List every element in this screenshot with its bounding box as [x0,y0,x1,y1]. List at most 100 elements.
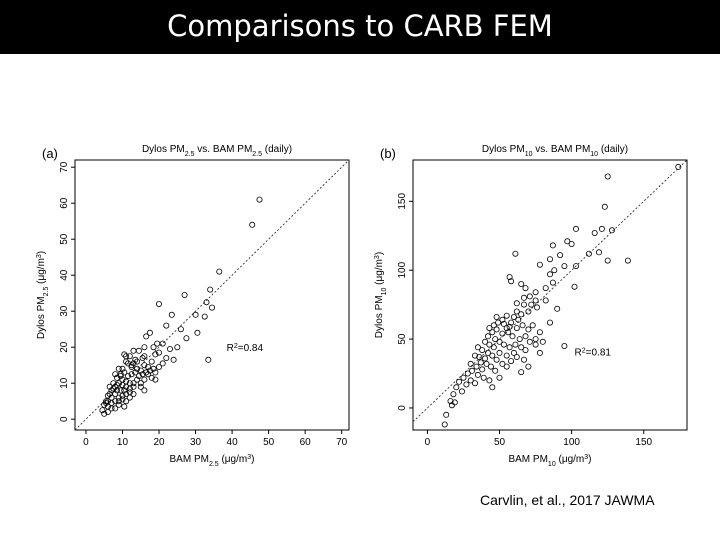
citation: Carvlin, et al., 2017 JAWMA [480,492,655,508]
data-point [585,250,592,257]
data-point [148,374,155,381]
x-tick-label: 50 [494,437,506,448]
data-point [477,359,484,366]
data-point [467,377,474,384]
data-point [108,387,115,394]
data-point [207,286,214,293]
scatter-chart-a: (a) Dylos PM2.5 vs. BAM PM2.5 (daily) 0 10 2… [36,144,350,468]
data-point [472,352,479,359]
data-point [522,285,529,292]
data-point [564,238,571,245]
data-point [479,347,486,354]
data-point [106,390,113,397]
data-point [145,363,152,370]
data-point [469,367,476,374]
data-point [536,349,543,356]
data-point [499,360,506,367]
data-point [546,271,553,278]
data-point [126,394,133,401]
data-point [503,363,510,370]
data-point [152,369,159,376]
data-point [492,336,499,343]
data-point [128,371,135,378]
data-point [496,338,503,345]
data-point [482,338,489,345]
data-point [141,376,148,383]
data-point [123,383,130,390]
data-point [163,322,170,329]
data-point [490,322,497,329]
data-point [443,411,450,418]
data-point [520,294,527,301]
data-point [114,374,121,381]
data-point [595,249,602,256]
data-point [518,311,525,318]
r-squared-label: R2=0.81 [575,347,612,359]
data-point [604,173,611,180]
slide-title: Comparisons to CARB FEM [167,9,553,43]
x-axis-label: BAM PM10 (μg/m3) [508,454,591,468]
chart-title: Dylos PM2.5 vs. BAM PM2.5 (daily) [142,144,292,158]
data-point [130,380,137,387]
data-point [126,353,133,360]
data-point [536,261,543,268]
data-point [572,263,579,270]
data-point [503,312,510,319]
data-point [463,381,470,388]
data-point [201,313,208,320]
data-point [119,392,126,399]
data-point [112,405,119,412]
data-point [119,396,126,403]
data-point [156,349,163,356]
x-tick-label: 70 [336,437,348,448]
data-point [533,304,540,311]
data-point [146,367,153,374]
data-point [503,352,510,359]
data-point [152,351,159,358]
data-point [496,374,503,381]
y-axis-label: Dylos PM10 (μg/m3) [374,252,388,338]
data-point [624,257,631,264]
data-point [506,274,513,281]
data-point [451,399,458,406]
y-tick-label: 0 [397,405,408,411]
x-tick-label: 20 [153,437,165,448]
data-point [115,401,122,408]
data-point [143,369,150,376]
data-point [134,376,141,383]
y-tick-label: 150 [397,193,408,210]
data-point [546,319,553,326]
data-point [508,319,515,326]
data-point [499,330,506,337]
data-point [121,403,128,410]
data-point [194,329,201,336]
data-point [525,326,532,333]
data-point [103,398,110,405]
data-point [551,267,558,274]
data-point [480,374,487,381]
data-point [137,383,144,390]
data-point [132,356,139,363]
data-point [125,372,132,379]
y-tick-label: 100 [397,261,408,278]
data-point [141,387,148,394]
data-point [106,383,113,390]
data-point [515,316,522,323]
data-point [509,333,516,340]
data-point [143,333,150,340]
y-tick-label: 40 [59,269,70,281]
data-point [489,329,496,336]
data-point [546,256,553,263]
data-point [571,283,578,290]
data-point [532,289,539,296]
x-tick-label: 10 [117,437,129,448]
data-point [150,365,157,372]
data-point [256,196,263,203]
data-point [141,353,148,360]
data-point [675,163,682,170]
data-point [123,390,130,397]
data-point [130,347,137,354]
data-point [532,336,539,343]
data-point [542,285,549,292]
data-point [121,387,128,394]
